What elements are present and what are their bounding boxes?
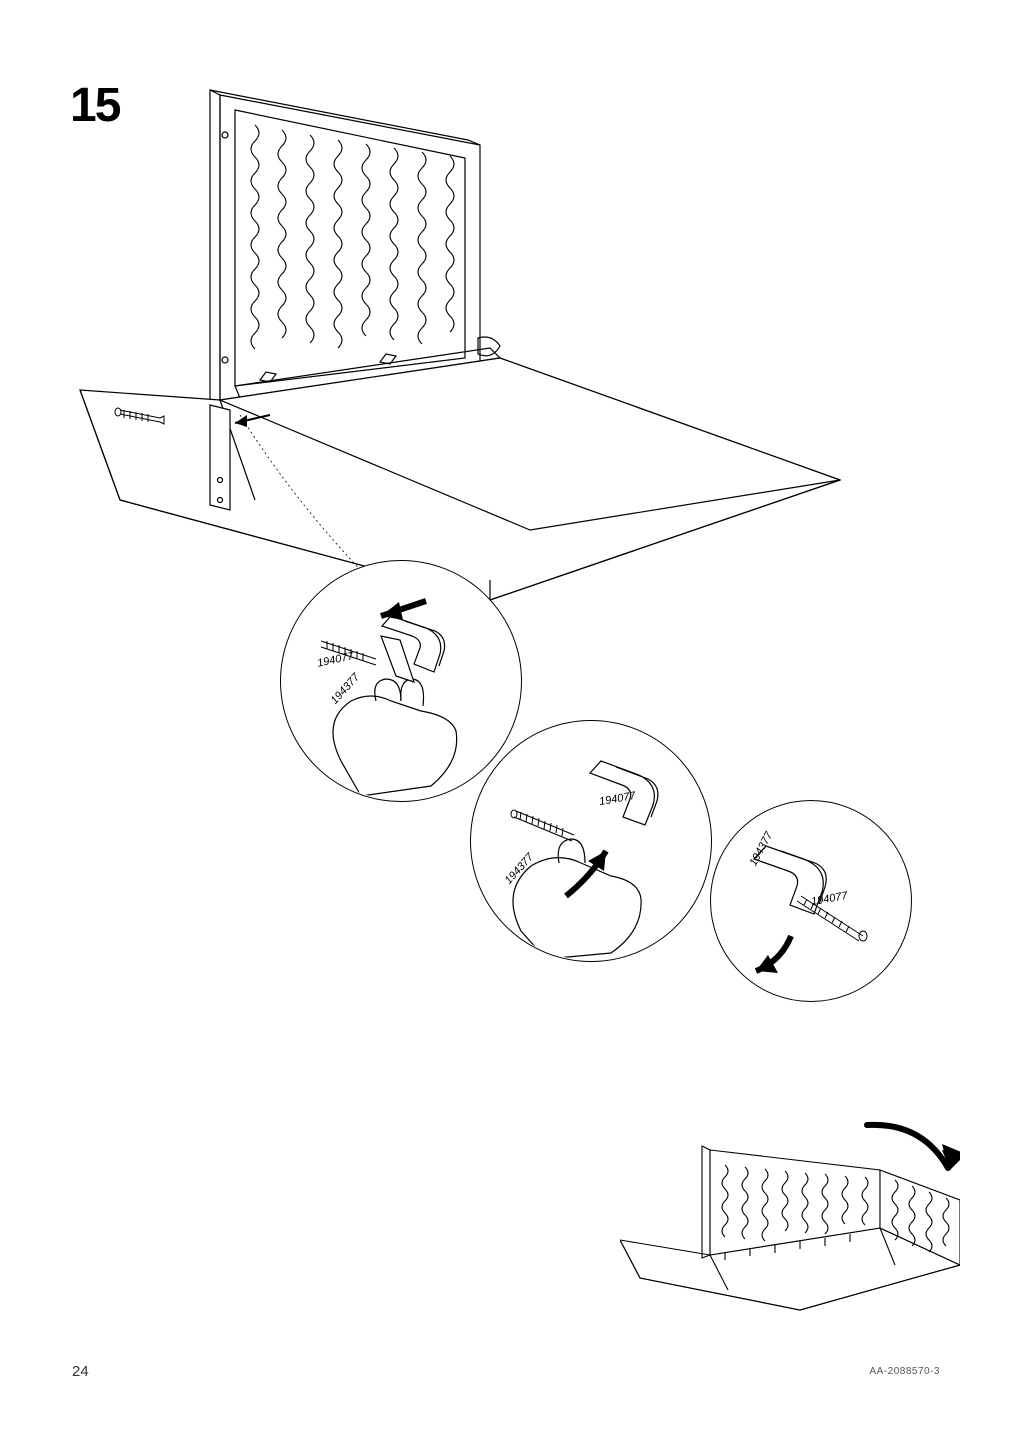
main-assembly-diagram: [60, 80, 900, 620]
secondary-fold-diagram: [620, 1110, 960, 1340]
detail-circle-locked: 194377 194077: [710, 800, 912, 1002]
detail-2-svg: [471, 721, 711, 961]
detail-circle-hand-rotate: 194077 194377: [470, 720, 712, 962]
document-id: AA-2088570-3: [870, 1366, 941, 1377]
page-root: 15: [0, 0, 1012, 1432]
main-diagram-svg: [60, 80, 900, 620]
secondary-svg: [620, 1110, 960, 1340]
page-number: 24: [72, 1363, 89, 1380]
